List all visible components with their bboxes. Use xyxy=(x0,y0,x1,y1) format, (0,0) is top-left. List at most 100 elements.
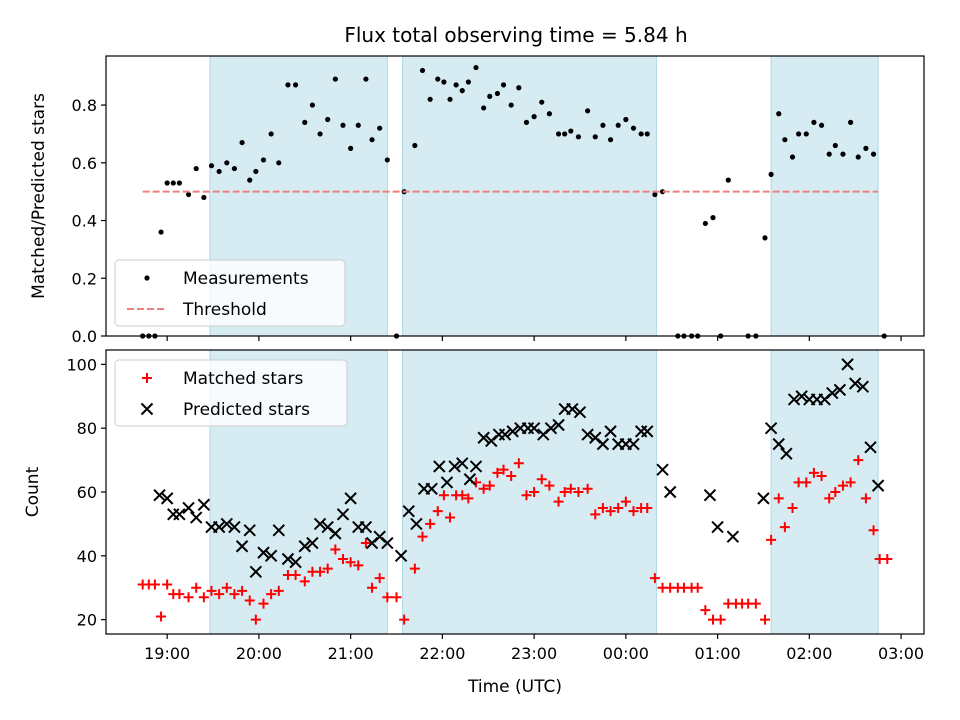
data-point xyxy=(796,131,802,137)
data-point xyxy=(344,492,357,505)
legend-dot-swatch xyxy=(144,275,150,281)
data-point xyxy=(766,534,777,545)
legend-box xyxy=(114,359,348,427)
data-point xyxy=(702,220,708,227)
data-point xyxy=(197,498,211,511)
data-point xyxy=(628,506,639,517)
data-point xyxy=(325,116,331,123)
data-point xyxy=(409,563,420,574)
data-point xyxy=(285,82,291,88)
x-tick-label: 19:00 xyxy=(144,644,190,663)
data-point xyxy=(553,496,564,507)
data-point xyxy=(298,540,311,553)
data-point xyxy=(478,483,489,494)
data-point xyxy=(824,493,835,504)
data-point xyxy=(243,524,256,537)
data-point xyxy=(649,573,660,584)
data-point xyxy=(440,476,454,489)
data-point xyxy=(523,119,530,125)
data-point xyxy=(808,467,819,478)
data-point xyxy=(231,165,238,172)
data-point xyxy=(596,437,610,451)
data-point xyxy=(498,464,509,475)
legend-x-swatch xyxy=(140,402,154,416)
data-point xyxy=(473,64,479,71)
data-point xyxy=(582,483,593,494)
data-point xyxy=(185,191,192,198)
data-point xyxy=(757,492,770,505)
data-point xyxy=(726,530,740,543)
x-tick-label: 22:00 xyxy=(419,644,465,663)
data-point xyxy=(644,131,650,137)
data-point xyxy=(330,544,341,555)
data-point xyxy=(235,540,249,553)
data-point xyxy=(445,512,456,523)
y-tick-label: 0.2 xyxy=(72,269,97,288)
data-point xyxy=(566,402,579,416)
legend: Measurements Threshold xyxy=(114,259,346,327)
data-point xyxy=(399,614,410,625)
y-tick-label: 100 xyxy=(66,355,97,374)
data-point xyxy=(750,598,761,609)
x-tick-label: 23:00 xyxy=(511,644,557,663)
legend-label: Threshold xyxy=(182,300,267,320)
data-point xyxy=(417,531,428,542)
data-point xyxy=(214,589,225,600)
data-point xyxy=(374,573,385,584)
data-point xyxy=(855,154,861,160)
data-point xyxy=(642,502,653,513)
data-point xyxy=(477,431,490,444)
shaded-interval xyxy=(402,56,657,336)
data-point xyxy=(469,460,483,473)
data-point xyxy=(562,131,568,137)
y-tick-label: 0.4 xyxy=(72,212,97,231)
data-point xyxy=(433,460,446,473)
data-point xyxy=(513,458,524,469)
data-point xyxy=(447,96,453,102)
data-point xyxy=(250,614,261,625)
data-point xyxy=(369,137,375,143)
bottom-panel-counts: 20 40 60 80 100 19:00 20:00 21:00 22:00 23:00 00:0… xyxy=(23,349,925,697)
data-point xyxy=(190,511,203,524)
data-point xyxy=(871,479,885,492)
data-point xyxy=(268,131,274,137)
data-point xyxy=(448,460,461,473)
series-matched-stars xyxy=(137,455,893,625)
data-point xyxy=(457,490,468,501)
data-point xyxy=(500,82,507,88)
data-point xyxy=(272,524,285,537)
data-point xyxy=(573,406,587,419)
data-point xyxy=(789,154,796,160)
data-point xyxy=(868,525,879,536)
data-point xyxy=(506,425,519,438)
data-point xyxy=(176,180,182,186)
data-point xyxy=(623,116,629,123)
data-point xyxy=(156,611,167,622)
data-point xyxy=(759,614,770,625)
data-point xyxy=(826,386,839,400)
x-tick-label: 20:00 xyxy=(236,644,282,663)
data-point xyxy=(208,163,215,169)
data-point xyxy=(795,390,808,403)
data-point xyxy=(453,82,459,88)
data-point xyxy=(484,480,495,491)
data-point xyxy=(592,134,598,140)
data-point xyxy=(575,134,582,140)
legend-box xyxy=(114,259,346,327)
data-point xyxy=(590,509,601,520)
data-point xyxy=(340,122,346,128)
data-point xyxy=(276,160,282,166)
data-point xyxy=(459,88,465,94)
data-point xyxy=(663,485,677,499)
data-point xyxy=(845,477,856,488)
data-point xyxy=(803,131,809,137)
data-point xyxy=(652,191,658,198)
data-point xyxy=(782,137,788,143)
data-point xyxy=(837,480,848,491)
data-point xyxy=(353,560,364,571)
top-panel-ratio: 0.0 0.2 0.4 0.6 0.8 Matched/Predicted stars Me… xyxy=(29,55,925,346)
data-point xyxy=(779,522,790,533)
data-point xyxy=(212,520,226,534)
data-point xyxy=(394,549,408,563)
data-point xyxy=(787,393,801,406)
